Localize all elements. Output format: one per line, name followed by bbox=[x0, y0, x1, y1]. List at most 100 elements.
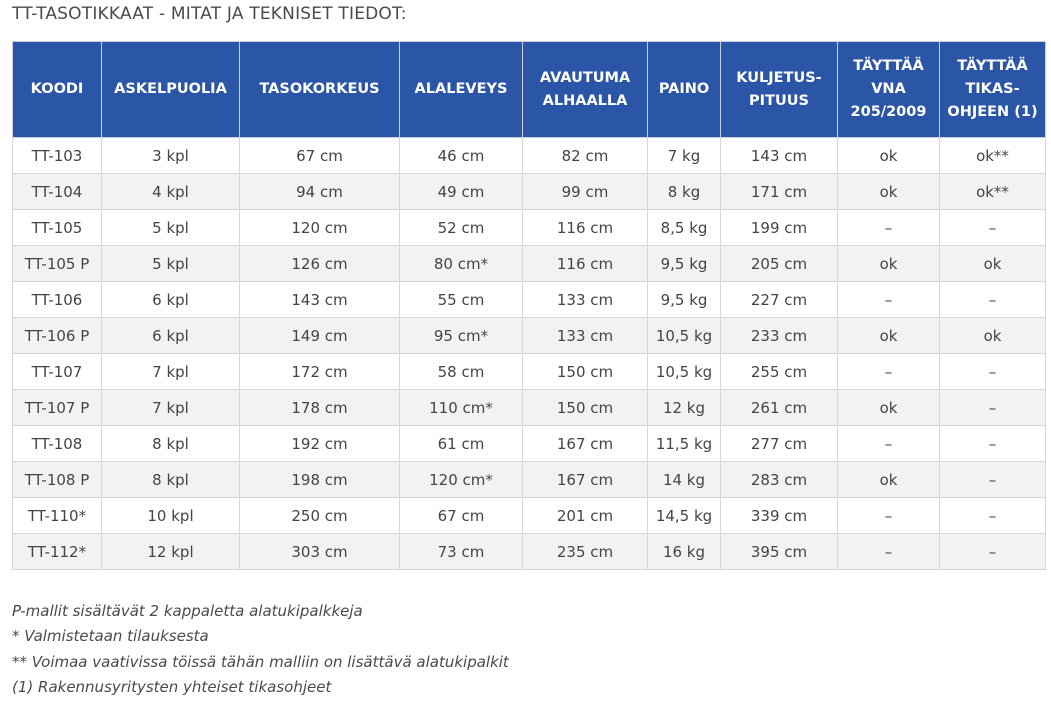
cell-koodi: TT-112* bbox=[12, 533, 102, 570]
header-alaleveys: ALALEVEYS bbox=[399, 41, 523, 138]
cell-koodi: TT-108 P bbox=[12, 461, 102, 498]
cell-kuljetuspituus: 283 cm bbox=[720, 461, 838, 498]
cell-avautuma: 201 cm bbox=[522, 497, 648, 534]
cell-kuljetuspituus: 277 cm bbox=[720, 425, 838, 462]
cell-tikasohje: – bbox=[939, 497, 1046, 534]
cell-koodi: TT-107 P bbox=[12, 389, 102, 426]
cell-avautuma: 150 cm bbox=[522, 389, 648, 426]
cell-tasokorkeus: 303 cm bbox=[239, 533, 400, 570]
cell-paino: 10,5 kg bbox=[647, 317, 721, 354]
cell-askelpuolia: 5 kpl bbox=[101, 209, 240, 246]
cell-tikasohje: – bbox=[939, 209, 1046, 246]
cell-askelpuolia: 12 kpl bbox=[101, 533, 240, 570]
header-kuljetuspituus: KULJETUS- PITUUS bbox=[720, 41, 838, 138]
header-tikasohje: TÄYTTÄÄ TIKAS- OHJEEN (1) bbox=[939, 41, 1046, 138]
cell-kuljetuspituus: 171 cm bbox=[720, 173, 838, 210]
cell-avautuma: 99 cm bbox=[522, 173, 648, 210]
cell-tasokorkeus: 172 cm bbox=[239, 353, 400, 390]
cell-avautuma: 167 cm bbox=[522, 461, 648, 498]
cell-vna: ok bbox=[837, 461, 940, 498]
cell-askelpuolia: 7 kpl bbox=[101, 353, 240, 390]
cell-koodi: TT-104 bbox=[12, 173, 102, 210]
table-row: TT-108 8 kpl 192 cm 61 cm 167 cm 11,5 kg… bbox=[12, 425, 1046, 462]
table-row: TT-105 P 5 kpl 126 cm 80 cm* 116 cm 9,5 … bbox=[12, 245, 1046, 282]
cell-tasokorkeus: 126 cm bbox=[239, 245, 400, 282]
cell-paino: 16 kg bbox=[647, 533, 721, 570]
cell-tasokorkeus: 149 cm bbox=[239, 317, 400, 354]
footnotes: P-mallit sisältävät 2 kappaletta alatuki… bbox=[12, 599, 509, 700]
cell-tikasohje: ok** bbox=[939, 137, 1046, 174]
cell-tasokorkeus: 192 cm bbox=[239, 425, 400, 462]
cell-alaleveys: 49 cm bbox=[399, 173, 523, 210]
table-body: TT-103 3 kpl 67 cm 46 cm 82 cm 7 kg 143 … bbox=[12, 137, 1046, 570]
cell-paino: 8,5 kg bbox=[647, 209, 721, 246]
cell-paino: 7 kg bbox=[647, 137, 721, 174]
cell-kuljetuspituus: 205 cm bbox=[720, 245, 838, 282]
cell-paino: 12 kg bbox=[647, 389, 721, 426]
cell-tasokorkeus: 120 cm bbox=[239, 209, 400, 246]
table-row: TT-104 4 kpl 94 cm 49 cm 99 cm 8 kg 171 … bbox=[12, 173, 1046, 210]
cell-kuljetuspituus: 255 cm bbox=[720, 353, 838, 390]
page-title: TT-TASOTIKKAAT - MITAT JA TEKNISET TIEDO… bbox=[12, 4, 407, 24]
table-row: TT-105 5 kpl 120 cm 52 cm 116 cm 8,5 kg … bbox=[12, 209, 1046, 246]
cell-koodi: TT-107 bbox=[12, 353, 102, 390]
cell-koodi: TT-105 P bbox=[12, 245, 102, 282]
table-row: TT-110* 10 kpl 250 cm 67 cm 201 cm 14,5 … bbox=[12, 497, 1046, 534]
cell-askelpuolia: 5 kpl bbox=[101, 245, 240, 282]
cell-alaleveys: 55 cm bbox=[399, 281, 523, 318]
cell-tasokorkeus: 198 cm bbox=[239, 461, 400, 498]
cell-kuljetuspituus: 233 cm bbox=[720, 317, 838, 354]
cell-tasokorkeus: 250 cm bbox=[239, 497, 400, 534]
cell-koodi: TT-106 bbox=[12, 281, 102, 318]
header-paino: PAINO bbox=[647, 41, 721, 138]
cell-askelpuolia: 3 kpl bbox=[101, 137, 240, 174]
cell-vna: ok bbox=[837, 317, 940, 354]
cell-tasokorkeus: 67 cm bbox=[239, 137, 400, 174]
cell-alaleveys: 61 cm bbox=[399, 425, 523, 462]
table-row: TT-106 6 kpl 143 cm 55 cm 133 cm 9,5 kg … bbox=[12, 281, 1046, 318]
cell-alaleveys: 46 cm bbox=[399, 137, 523, 174]
spec-table: KOODI ASKELPUOLIA TASOKORKEUS ALALEVEYS … bbox=[12, 41, 1046, 570]
cell-tikasohje: – bbox=[939, 461, 1046, 498]
table-row: TT-108 P 8 kpl 198 cm 120 cm* 167 cm 14 … bbox=[12, 461, 1046, 498]
cell-kuljetuspituus: 395 cm bbox=[720, 533, 838, 570]
cell-alaleveys: 95 cm* bbox=[399, 317, 523, 354]
cell-vna: ok bbox=[837, 245, 940, 282]
cell-vna: – bbox=[837, 533, 940, 570]
cell-alaleveys: 58 cm bbox=[399, 353, 523, 390]
cell-tikasohje: ok bbox=[939, 245, 1046, 282]
cell-tasokorkeus: 94 cm bbox=[239, 173, 400, 210]
cell-tikasohje: – bbox=[939, 281, 1046, 318]
cell-tikasohje: – bbox=[939, 389, 1046, 426]
cell-paino: 8 kg bbox=[647, 173, 721, 210]
cell-askelpuolia: 6 kpl bbox=[101, 317, 240, 354]
table-row: TT-112* 12 kpl 303 cm 73 cm 235 cm 16 kg… bbox=[12, 533, 1046, 570]
cell-askelpuolia: 8 kpl bbox=[101, 425, 240, 462]
cell-avautuma: 235 cm bbox=[522, 533, 648, 570]
cell-alaleveys: 73 cm bbox=[399, 533, 523, 570]
cell-koodi: TT-108 bbox=[12, 425, 102, 462]
footnote-p-models: P-mallit sisältävät 2 kappaletta alatuki… bbox=[12, 602, 363, 620]
cell-paino: 9,5 kg bbox=[647, 245, 721, 282]
cell-paino: 10,5 kg bbox=[647, 353, 721, 390]
cell-tikasohje: – bbox=[939, 533, 1046, 570]
cell-tikasohje: ok bbox=[939, 317, 1046, 354]
cell-kuljetuspituus: 143 cm bbox=[720, 137, 838, 174]
cell-avautuma: 116 cm bbox=[522, 245, 648, 282]
header-tasokorkeus: TASOKORKEUS bbox=[239, 41, 400, 138]
cell-paino: 14,5 kg bbox=[647, 497, 721, 534]
cell-vna: ok bbox=[837, 389, 940, 426]
header-avautuma-alhaalla: AVAUTUMA ALHAALLA bbox=[522, 41, 648, 138]
cell-avautuma: 167 cm bbox=[522, 425, 648, 462]
header-koodi: KOODI bbox=[12, 41, 102, 138]
cell-tikasohje: – bbox=[939, 353, 1046, 390]
cell-koodi: TT-103 bbox=[12, 137, 102, 174]
cell-askelpuolia: 6 kpl bbox=[101, 281, 240, 318]
table-row: TT-103 3 kpl 67 cm 46 cm 82 cm 7 kg 143 … bbox=[12, 137, 1046, 174]
cell-vna: ok bbox=[837, 137, 940, 174]
header-askelpuolia: ASKELPUOLIA bbox=[101, 41, 240, 138]
cell-koodi: TT-106 P bbox=[12, 317, 102, 354]
footnote-ladder-guidelines: (1) Rakennusyritysten yhteiset tikasohje… bbox=[12, 677, 332, 696]
cell-kuljetuspituus: 199 cm bbox=[720, 209, 838, 246]
cell-avautuma: 150 cm bbox=[522, 353, 648, 390]
